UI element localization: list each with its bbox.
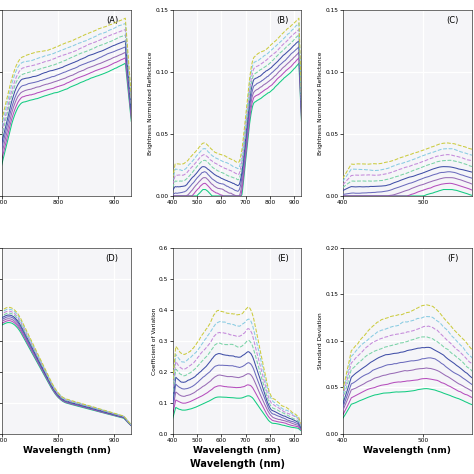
Y-axis label: Brightness Normalized Reflectance: Brightness Normalized Reflectance: [148, 52, 153, 155]
Text: (E): (E): [277, 254, 289, 263]
Text: Wavelength (nm): Wavelength (nm): [190, 459, 284, 469]
Y-axis label: Coefficient of Variation: Coefficient of Variation: [152, 307, 157, 374]
X-axis label: Wavelength (nm): Wavelength (nm): [363, 446, 451, 455]
X-axis label: Wavelength (nm): Wavelength (nm): [23, 446, 111, 455]
Text: (B): (B): [276, 16, 289, 25]
Y-axis label: Brightness Normalized Reflectance: Brightness Normalized Reflectance: [319, 52, 323, 155]
Text: (F): (F): [447, 254, 459, 263]
Text: (C): (C): [447, 16, 459, 25]
Text: (A): (A): [106, 16, 118, 25]
X-axis label: Wavelength (nm): Wavelength (nm): [193, 446, 281, 455]
Text: (D): (D): [105, 254, 118, 263]
Y-axis label: Standard Deviation: Standard Deviation: [319, 312, 323, 369]
